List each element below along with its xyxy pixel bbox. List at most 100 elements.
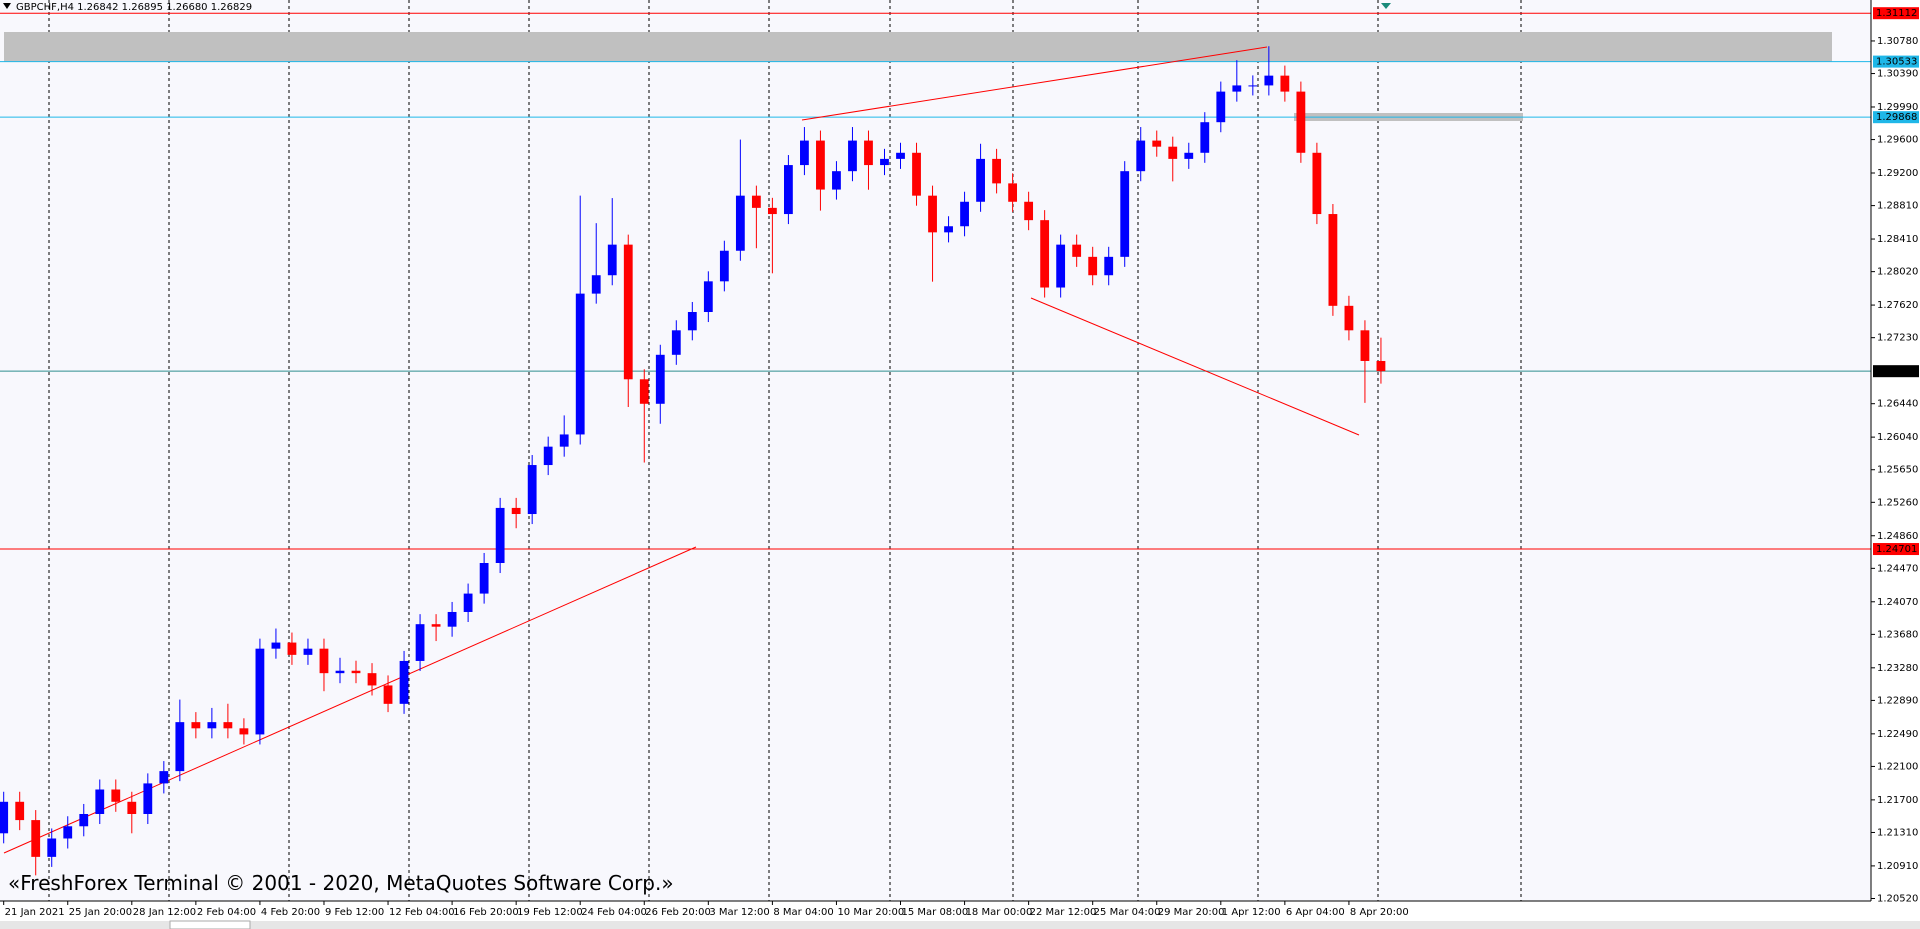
candle-body: [191, 722, 201, 729]
watermark: «FreshForex Terminal © 2001 - 2020, Meta…: [8, 871, 674, 895]
candle-body: [351, 670, 361, 674]
candle-body: [1312, 152, 1322, 215]
tab-bar: [0, 921, 1920, 929]
tab[interactable]: [169, 920, 251, 929]
candle-body: [127, 801, 137, 814]
shift-marker: [1381, 3, 1391, 9]
x-tick-label: 25 Mar 04:00: [1094, 907, 1161, 918]
period-separators: [48, 0, 1522, 901]
x-tick-label: 18 Mar 00:00: [966, 907, 1033, 918]
candle-body: [399, 660, 409, 704]
candle-body: [239, 728, 249, 735]
x-tick-label: 6 Apr 04:00: [1286, 907, 1345, 918]
price-label: 1.29868: [1876, 112, 1917, 123]
candle-body: [992, 158, 1002, 184]
candle-body: [1184, 152, 1194, 159]
y-tick-label: 1.23680: [1877, 629, 1918, 640]
candle-body: [719, 250, 729, 282]
candle-body: [880, 158, 889, 166]
x-tick-label: 8 Apr 20:00: [1350, 907, 1409, 918]
x-tick-label: 29 Mar 20:00: [1158, 907, 1225, 918]
y-tick-label: 1.27230: [1877, 333, 1918, 344]
candle-body: [1280, 75, 1290, 92]
candle-body: [800, 140, 809, 166]
candle-body: [671, 330, 681, 355]
candle-body: [1056, 244, 1066, 288]
candle-body: [623, 244, 633, 380]
candle-body: [1344, 305, 1354, 331]
candle-body: [383, 685, 393, 704]
y-tick-label: 1.22490: [1877, 729, 1918, 740]
candle-body: [944, 226, 953, 233]
trend-line: [801, 46, 1268, 121]
chart-title: GBPCHF,H4 1.26842 1.26895 1.26680 1.2682…: [16, 2, 252, 13]
candle-body: [575, 293, 585, 435]
candle-body: [415, 624, 425, 661]
candle-body: [111, 789, 121, 802]
candle-body: [864, 140, 873, 166]
candle-body: [527, 465, 537, 515]
price-label: 1.31112: [1876, 8, 1917, 19]
candle-body: [1168, 146, 1178, 159]
candle-body: [0, 801, 9, 834]
trend-line: [3, 546, 697, 854]
price-label-box: [1873, 111, 1919, 124]
price-label-box: [1873, 7, 1919, 20]
y-tick-label: 1.22100: [1877, 761, 1918, 772]
y-tick-label: 1.25260: [1877, 497, 1918, 508]
candle-body: [1296, 91, 1306, 153]
candle-body: [255, 648, 265, 735]
zone: [4, 32, 1832, 62]
candle-body: [159, 771, 169, 784]
y-tick-label: 1.29990: [1877, 102, 1918, 113]
candle-body: [1040, 220, 1050, 288]
candle-body: [79, 813, 89, 827]
price-label-box: [1873, 55, 1919, 68]
candle-body: [928, 195, 937, 233]
candle-body: [271, 642, 281, 649]
y-tick-label: 1.26440: [1877, 399, 1918, 410]
y-tick-label: 1.21700: [1877, 795, 1918, 806]
candle-body: [1136, 140, 1146, 172]
candle-body: [95, 789, 105, 814]
y-tick-label: 1.30390: [1877, 69, 1918, 80]
candle-body: [832, 171, 841, 190]
candle-body: [655, 354, 665, 404]
candle-body: [143, 783, 153, 814]
candle-body: [1216, 91, 1226, 123]
candle-body: [767, 207, 777, 215]
candle-body: [367, 673, 377, 686]
y-tick-label: 1.24070: [1877, 597, 1918, 608]
price-lines: [0, 12, 1871, 550]
candle-body: [1360, 330, 1370, 361]
y-tick-label: 1.20910: [1877, 861, 1918, 872]
candle-body: [175, 722, 185, 772]
x-tick-label: 22 Mar 12:00: [1030, 907, 1097, 918]
candle-body: [639, 379, 649, 404]
x-tick-label: 24 Feb 04:00: [581, 907, 647, 918]
candle-body: [1120, 171, 1130, 257]
x-tick-label: 25 Jan 20:00: [69, 907, 132, 918]
x-tick-label: 3 Mar 12:00: [709, 907, 769, 918]
candle-body: [1104, 256, 1114, 276]
x-tick-label: 15 Mar 08:00: [902, 907, 969, 918]
y-tick-label: 1.29600: [1877, 135, 1918, 146]
menu-icon[interactable]: [3, 3, 11, 9]
x-tick-label: 12 Feb 04:00: [389, 907, 455, 918]
x-tick-label: 9 Feb 12:00: [325, 907, 384, 918]
candle-body: [816, 140, 825, 190]
candle-body: [784, 165, 793, 215]
y-tick-label: 1.26040: [1877, 432, 1918, 443]
candles: [0, 46, 1386, 876]
y-tick-label: 1.21310: [1877, 827, 1918, 838]
y-tick-label: 1.22890: [1877, 695, 1918, 706]
candle-body: [1232, 85, 1242, 92]
price-label-box: [1873, 543, 1919, 556]
x-tick-label: 28 Jan 12:00: [133, 907, 196, 918]
price-label: 1.24701: [1876, 544, 1917, 555]
candle-body: [47, 838, 57, 857]
candle-body: [976, 158, 985, 202]
candle-body: [447, 611, 457, 627]
candle-body: [559, 434, 569, 447]
